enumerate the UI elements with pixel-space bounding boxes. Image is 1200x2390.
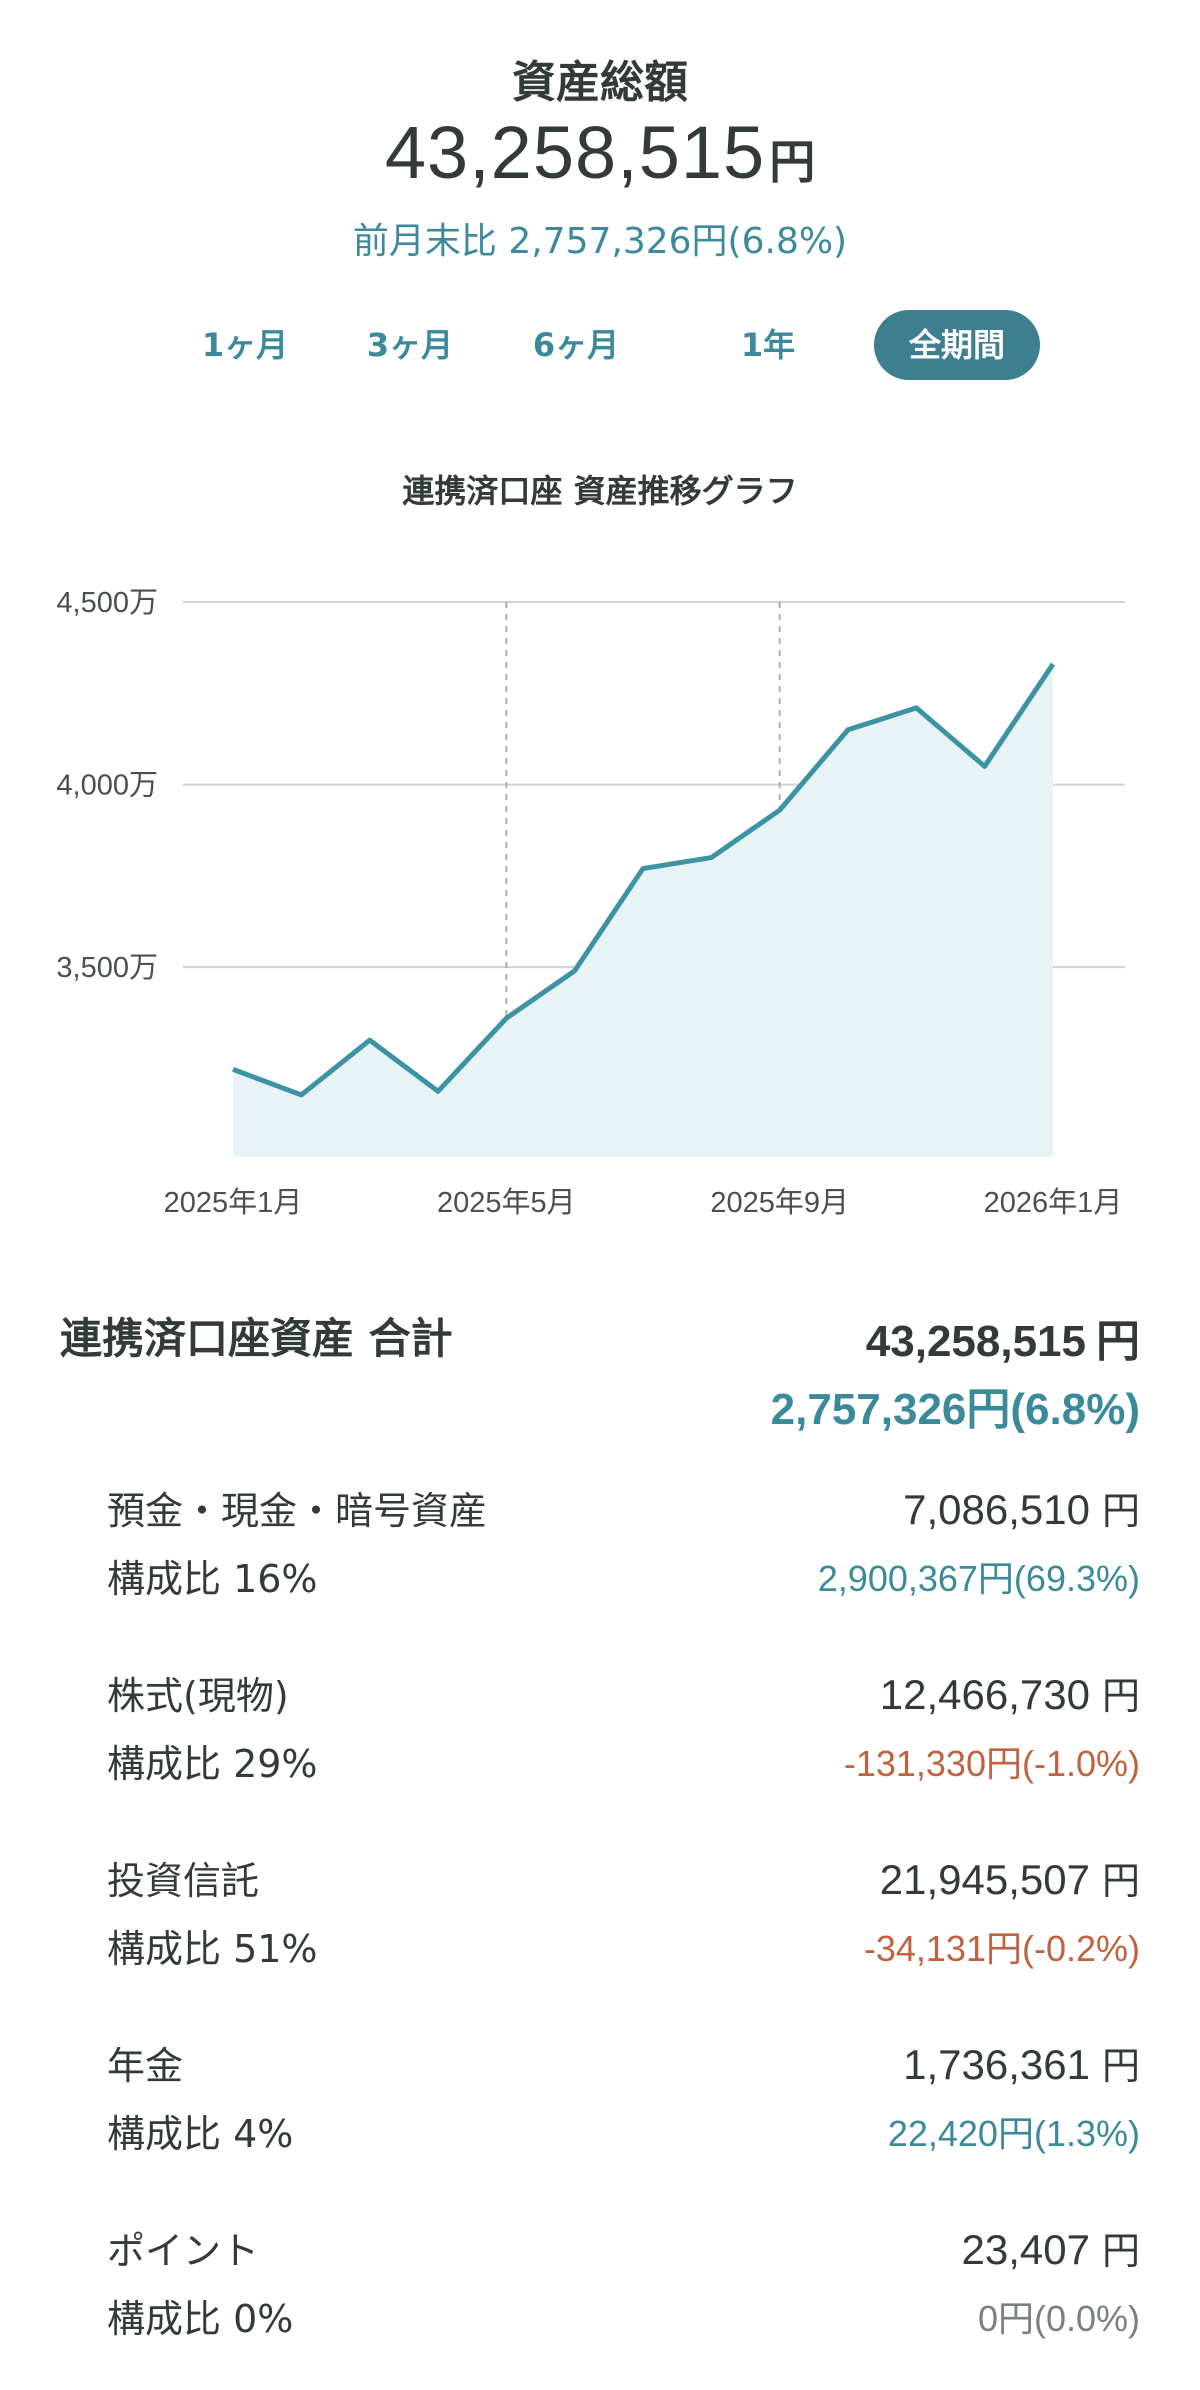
total-assets-unit: 円 [769, 135, 816, 189]
category-ratio: 構成比 51% [107, 1927, 318, 1971]
category-row-stocks[interactable]: 株式(現物) 12,466,730 円 構成比 29% -131,330円(-1.… [0, 1665, 1200, 1815]
month-change: 前月末比 2,757,326円(6.8%) [352, 221, 848, 262]
category-row-deposits[interactable]: 預金・現金・暗号資産 7,086,510 円 構成比 16% 2,900,367円… [0, 1480, 1200, 1630]
tab-1-month[interactable]: 1ヶ月 [201, 326, 289, 364]
x-tick-label: 2025年9月 [710, 1186, 849, 1219]
x-tick-label: 2025年1月 [164, 1186, 303, 1219]
category-amount-unit: 円 [1101, 1676, 1140, 1718]
category-change: -34,131円(-0.2%) [863, 1928, 1140, 1969]
chart-title: 連携済口座 資産推移グラフ [402, 472, 798, 510]
total-change: 2,757,326円(6.8%) [770, 1385, 1140, 1434]
total-assets-label: 資産総額 [512, 57, 688, 108]
period-tabs: 1ヶ月 3ヶ月 6ヶ月 1年 全期間 [0, 310, 1200, 380]
category-amount-number: 12,466,730 [879, 1671, 1090, 1718]
series-area [233, 664, 1053, 1157]
category-change: 22,420円(1.3%) [887, 2113, 1140, 2154]
category-ratio: 構成比 0% [107, 2297, 294, 2341]
category-amount-number: 21,945,507 [879, 1856, 1090, 1903]
category-row-pension[interactable]: 年金 1,736,361 円 構成比 4% 22,420円(1.3%) [0, 2035, 1200, 2185]
x-tick-label: 2026年1月 [984, 1186, 1123, 1219]
linked-accounts-total: 連携済口座資産 合計 43,258,515 円 2,757,326円(6.8%) [0, 1305, 1200, 1445]
category-amount-unit: 円 [1101, 2046, 1140, 2088]
tab-6-months[interactable]: 6ヶ月 [532, 326, 620, 364]
y-tick-label: 3,500万 [56, 952, 158, 984]
category-amount: 21,945,507 円 [880, 1850, 1140, 1905]
category-ratio: 構成比 4% [107, 2112, 294, 2156]
category-name: 投資信託 [107, 1859, 260, 1903]
category-change: 2,900,367円(69.3%) [817, 1558, 1140, 1599]
total-assets-value: 43,258,515円 [0, 108, 1200, 218]
asset-trend-chart: 3,500万 4,000万 4,500万 2025年1月 2025年5月 2025年9月 2… [56, 587, 1125, 1219]
tab-all-period[interactable]: 全期間 [874, 310, 1040, 380]
category-amount-unit: 円 [1101, 1861, 1140, 1903]
category-row-investment-trusts[interactable]: 投資信託 21,945,507 円 構成比 51% -34,131円(-0.2%) [0, 1850, 1200, 2000]
tab-1-year[interactable]: 1年 [740, 326, 796, 364]
total-value-number: 43,258,515 [865, 1317, 1086, 1366]
category-amount: 23,407 円 [962, 2220, 1140, 2275]
category-name: ポイント [107, 2229, 260, 2273]
total-label: 連携済口座資産 合計 [60, 1314, 453, 1363]
tab-3-months[interactable]: 3ヶ月 [366, 326, 454, 364]
total-value: 43,258,515 円 [866, 1305, 1140, 1369]
category-amount: 12,466,730 円 [880, 1665, 1140, 1720]
category-amount-number: 23,407 [961, 2226, 1090, 2273]
total-value-unit: 円 [1096, 1317, 1140, 1366]
category-change: 0円(0.0%) [977, 2298, 1140, 2339]
category-row-points[interactable]: ポイント 23,407 円 構成比 0% 0円(0.0%) [0, 2220, 1200, 2370]
y-tick-label: 4,500万 [56, 587, 158, 619]
y-tick-label: 4,000万 [56, 770, 158, 802]
category-amount-unit: 円 [1101, 1491, 1140, 1533]
category-amount: 7,086,510 円 [903, 1480, 1140, 1535]
category-amount-unit: 円 [1101, 2231, 1140, 2273]
category-name: 預金・現金・暗号資産 [107, 1489, 488, 1533]
category-amount-number: 7,086,510 [903, 1486, 1090, 1533]
category-amount: 1,736,361 円 [903, 2035, 1140, 2090]
total-assets-number: 43,258,515 [384, 111, 766, 194]
category-name: 株式(現物) [107, 1674, 289, 1718]
category-amount-number: 1,736,361 [903, 2041, 1090, 2088]
category-ratio: 構成比 29% [107, 1742, 318, 1786]
category-change: -131,330円(-1.0%) [843, 1743, 1140, 1784]
category-name: 年金 [107, 2044, 184, 2088]
category-ratio: 構成比 16% [107, 1557, 318, 1601]
x-tick-label: 2025年5月 [437, 1186, 576, 1219]
